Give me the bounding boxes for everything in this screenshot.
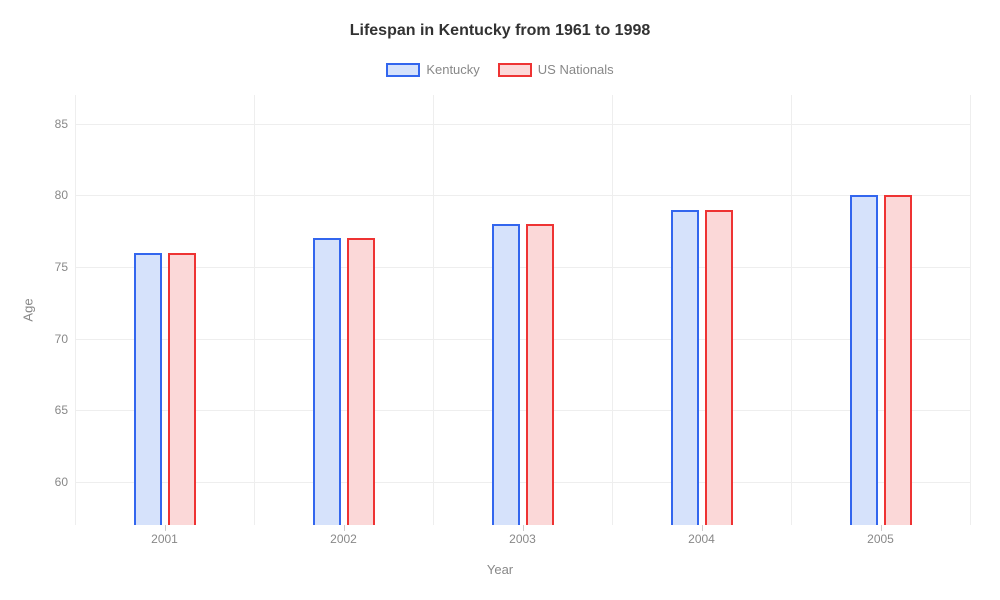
gridline-vertical — [970, 95, 971, 525]
bar — [671, 210, 699, 525]
x-axis-label: Year — [0, 562, 1000, 577]
gridline-horizontal — [75, 482, 970, 483]
plot-area — [75, 95, 970, 525]
gridline-vertical — [254, 95, 255, 525]
legend-item-kentucky: Kentucky — [386, 62, 479, 77]
chart-container: Lifespan in Kentucky from 1961 to 1998 K… — [0, 0, 1000, 600]
bar — [526, 224, 554, 525]
x-tick-label: 2002 — [330, 532, 357, 546]
gridline-horizontal — [75, 195, 970, 196]
legend-swatch-us — [498, 63, 532, 77]
y-axis-label: Age — [21, 298, 36, 321]
bar — [705, 210, 733, 525]
x-tick-label: 2005 — [867, 532, 894, 546]
gridline-vertical — [75, 95, 76, 525]
legend: Kentucky US Nationals — [0, 62, 1000, 77]
bar — [347, 238, 375, 525]
gridline-vertical — [612, 95, 613, 525]
y-tick-label: 65 — [55, 403, 68, 417]
bar — [168, 253, 196, 525]
bar — [492, 224, 520, 525]
bar — [884, 195, 912, 525]
legend-label-kentucky: Kentucky — [426, 62, 479, 77]
gridline-vertical — [433, 95, 434, 525]
gridline-horizontal — [75, 339, 970, 340]
gridline-vertical — [791, 95, 792, 525]
gridline-horizontal — [75, 124, 970, 125]
x-tick-mark — [523, 525, 524, 531]
gridline-horizontal — [75, 267, 970, 268]
x-tick-mark — [881, 525, 882, 531]
y-tick-label: 85 — [55, 117, 68, 131]
y-tick-label: 60 — [55, 475, 68, 489]
y-tick-label: 80 — [55, 188, 68, 202]
legend-item-us: US Nationals — [498, 62, 614, 77]
x-tick-mark — [165, 525, 166, 531]
x-tick-label: 2003 — [509, 532, 536, 546]
y-tick-label: 70 — [55, 332, 68, 346]
x-tick-label: 2001 — [151, 532, 178, 546]
legend-swatch-kentucky — [386, 63, 420, 77]
y-tick-label: 75 — [55, 260, 68, 274]
x-tick-label: 2004 — [688, 532, 715, 546]
x-tick-mark — [702, 525, 703, 531]
chart-title: Lifespan in Kentucky from 1961 to 1998 — [0, 22, 1000, 40]
gridline-horizontal — [75, 410, 970, 411]
bar — [134, 253, 162, 525]
bar — [850, 195, 878, 525]
x-tick-mark — [344, 525, 345, 531]
legend-label-us: US Nationals — [538, 62, 614, 77]
bar — [313, 238, 341, 525]
